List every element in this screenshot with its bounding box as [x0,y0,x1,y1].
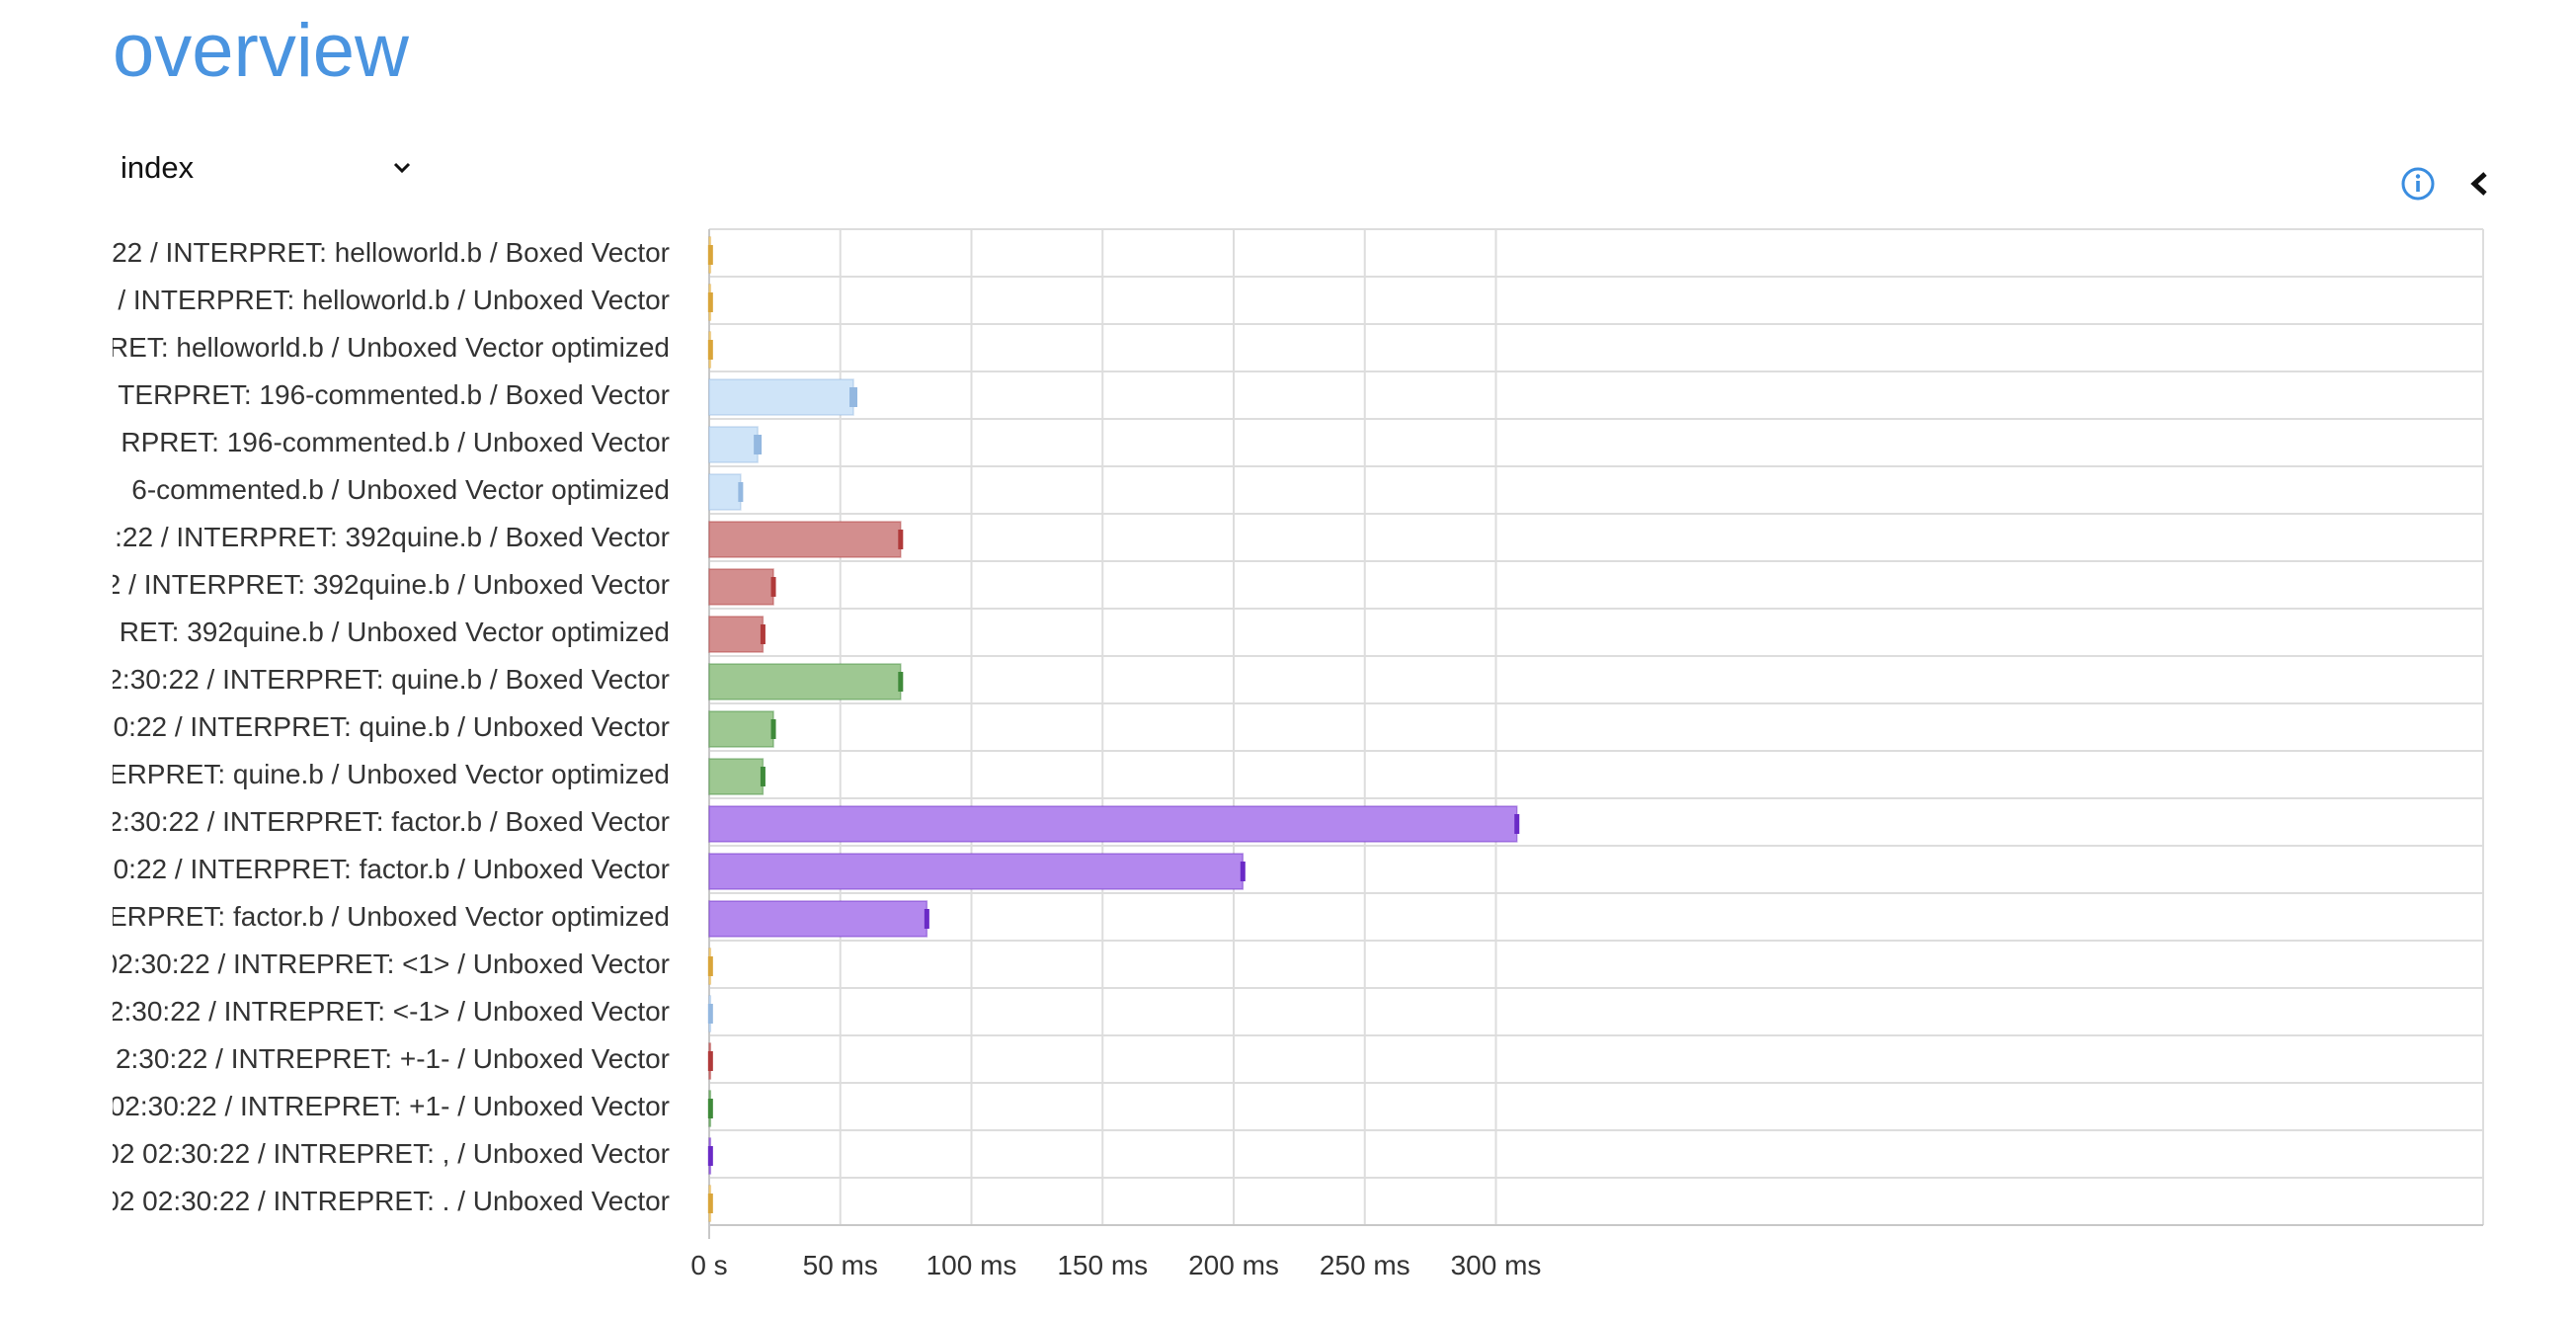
bar [708,521,902,558]
error-bar [707,1146,713,1166]
page-title: overview [113,9,409,93]
category-label: 6-commented.b / Unboxed Vector optimized [131,474,670,505]
x-tick-label: 200 ms [1188,1250,1279,1280]
category-label: ERPRET: quine.b / Unboxed Vector optimiz… [113,759,670,789]
error-bar [707,245,713,265]
category-label: 2 / INTERPRET: 392quine.b / Unboxed Vect… [113,569,670,600]
index-selector[interactable]: index [121,143,417,193]
category-label: / INTERPRET: helloworld.b / Unboxed Vect… [118,285,670,315]
bar [708,853,1245,890]
category-label: :22 / INTERPRET: 392quine.b / Boxed Vect… [115,522,670,552]
error-bar [770,719,776,739]
bar [708,758,765,795]
category-label: 02 02:30:22 / INTREPRET: . / Unboxed Vec… [113,1186,670,1216]
error-bar [760,624,765,644]
category-label: 2:30:22 / INTERPRET: factor.b / Boxed Ve… [113,806,670,837]
bar [708,900,928,938]
category-label: 0:22 / INTERPRET: factor.b / Unboxed Vec… [113,854,670,884]
x-tick-label: 100 ms [926,1250,1017,1280]
bar [708,568,774,606]
error-bar [924,909,929,929]
error-bar [898,530,904,549]
x-tick-label: 150 ms [1057,1250,1148,1280]
category-label: 02:30:22 / INTREPRET: +1- / Unboxed Vect… [113,1091,670,1121]
category-label: 2:30:22 / INTREPRET: <-1> / Unboxed Vect… [113,996,670,1027]
bar [708,378,854,416]
error-bar [770,577,776,597]
x-tick-label: 300 ms [1451,1250,1542,1280]
bar [708,710,774,748]
error-bar [738,482,744,502]
error-bar [898,672,904,692]
category-label: 02:30:22 / INTREPRET: <1> / Unboxed Vect… [113,948,670,979]
bar [708,663,902,700]
bar [708,426,759,463]
bar [708,805,1518,843]
x-tick-label: 250 ms [1320,1250,1410,1280]
category-label: ERPRET: factor.b / Unboxed Vector optimi… [113,901,670,932]
category-label: TERPRET: 196-commented.b / Boxed Vector [118,379,670,410]
error-bar [760,767,765,786]
info-circle-icon[interactable] [2400,166,2436,202]
error-bar [707,1194,713,1213]
category-label: 2:30:22 / INTREPRET: +-1- / Unboxed Vect… [115,1043,670,1074]
bar [708,616,765,653]
error-bar [707,340,713,360]
category-label: RPRET: 196-commented.b / Unboxed Vector [121,427,670,457]
error-bar [1240,862,1246,881]
category-label: 2:30:22 / INTERPRET: quine.b / Boxed Vec… [113,664,670,695]
category-labels: 22 / INTERPRET: helloworld.b / Boxed Vec… [113,229,689,1217]
error-bar [707,1051,713,1071]
category-label: RET: helloworld.b / Unboxed Vector optim… [113,332,670,363]
error-bar [707,1099,713,1118]
error-bar [849,387,858,407]
chevron-left-icon[interactable] [2467,166,2491,202]
x-tick-label: 0 s [690,1250,727,1280]
category-label: RET: 392quine.b / Unboxed Vector optimiz… [119,617,670,647]
error-bar [707,292,713,312]
selector-value: index [121,150,195,185]
category-label: 22 / INTERPRET: helloworld.b / Boxed Vec… [113,237,670,268]
category-label: 02 02:30:22 / INTREPRET: , / Unboxed Vec… [113,1138,670,1169]
category-label: 0:22 / INTERPRET: quine.b / Unboxed Vect… [113,711,670,742]
error-bar [1514,814,1520,834]
bar [708,473,742,511]
chevron-down-icon [387,143,417,193]
error-bar [707,1004,713,1024]
error-bar [707,956,713,976]
error-bar [754,435,763,454]
x-tick-label: 50 ms [803,1250,878,1280]
